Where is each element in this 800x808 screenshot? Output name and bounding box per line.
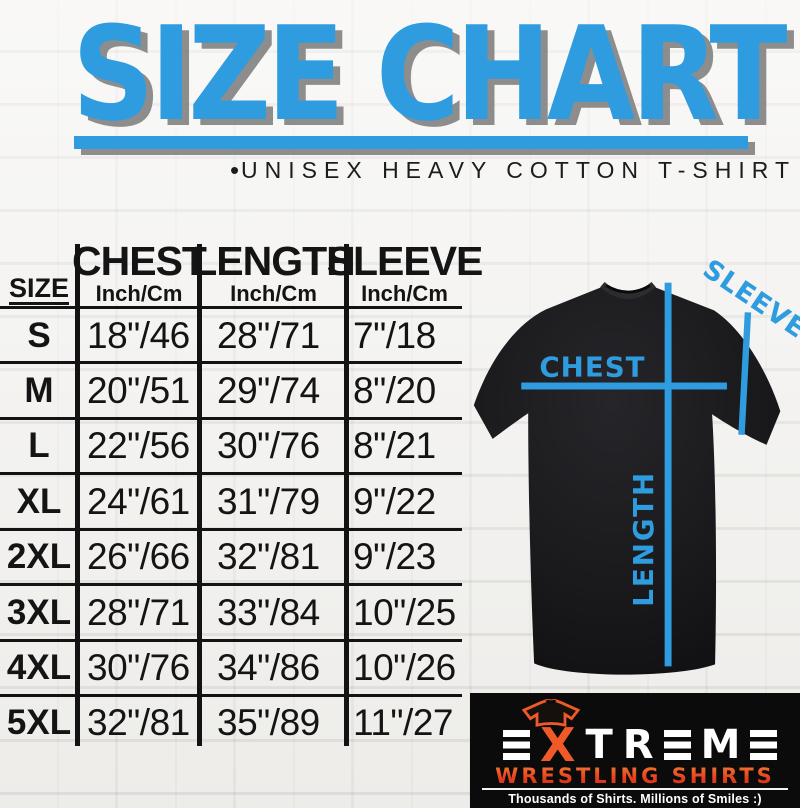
row-divider — [0, 417, 462, 420]
row-divider — [0, 361, 462, 364]
sleeve-cell: 10"/26 — [353, 647, 456, 689]
column-header-size-label: SIZE — [8, 273, 69, 305]
size-cell: 3XL — [6, 592, 72, 632]
letter-e-bars — [503, 730, 530, 760]
chest-label: CHEST — [539, 351, 645, 384]
length-cell: 34"/86 — [217, 647, 320, 689]
column-header-chest-units: Inch/Cm — [95, 281, 183, 306]
row-divider — [0, 528, 462, 531]
column-header-size: SIZE — [0, 240, 78, 308]
size-cell: S — [27, 315, 51, 355]
column-divider — [75, 244, 80, 746]
row-divider — [0, 306, 462, 309]
chest-cell: 24"/61 — [87, 480, 190, 522]
column-divider — [197, 244, 202, 746]
size-cell: 4XL — [6, 648, 72, 688]
length-cell: 31"/79 — [217, 480, 320, 522]
page-subtitle-text: UNISEX HEAVY COTTON T-SHIRT — [241, 157, 796, 183]
sleeve-cell: 10"/25 — [353, 591, 456, 633]
size-cell: M — [24, 371, 54, 411]
sleeve-cell: 8"/21 — [353, 425, 436, 467]
brand-divider — [482, 788, 788, 790]
column-header-length-units: Inch/Cm — [230, 281, 317, 306]
sleeve-cell: 8"/20 — [353, 370, 436, 412]
sleeve-measure-line — [738, 312, 752, 435]
column-divider — [344, 244, 349, 746]
title-underline — [74, 136, 748, 149]
tshirt-diagram-svg: CHEST LENGTH SLEEVE — [473, 254, 800, 675]
chest-cell: 28"/71 — [87, 591, 190, 633]
size-cell: 2XL — [6, 537, 72, 577]
letter-r: R — [622, 722, 654, 768]
size-cell: XL — [16, 481, 62, 521]
size-cell: L — [28, 426, 50, 466]
page-subtitle: •UNISEX HEAVY COTTON T-SHIRT — [230, 155, 796, 185]
sleeve-cell: 9"/23 — [353, 536, 436, 578]
length-cell: 30"/76 — [217, 425, 320, 467]
brand-line: WRESTLING SHIRTS — [470, 764, 800, 788]
length-cell: 28"/71 — [217, 314, 320, 356]
page-title: SIZE CHART — [72, 0, 788, 150]
letter-x: X — [540, 718, 576, 772]
letter-t: T — [585, 722, 613, 768]
length-cell: 29"/74 — [217, 370, 320, 412]
collar-icon — [600, 281, 656, 299]
chest-cell: 22"/56 — [87, 425, 190, 467]
size-table: SIZE CHEST Inch/Cm LENGTH Inch/Cm SLEEVE… — [0, 238, 484, 752]
column-header-sleeve: SLEEVE Inch/Cm — [326, 238, 484, 306]
column-header-sleeve-units: Inch/Cm — [361, 281, 448, 306]
tshirt-diagram: CHEST LENGTH SLEEVE — [465, 254, 800, 695]
letter-e-bars — [663, 730, 691, 760]
row-divider — [0, 583, 462, 586]
length-label: LENGTH — [627, 471, 660, 607]
column-header-chest: CHEST Inch/Cm — [72, 238, 207, 306]
sleeve-cell: 11"/27 — [353, 702, 453, 744]
row-divider — [0, 639, 462, 642]
chest-cell: 18"/46 — [87, 314, 190, 356]
chest-cell: 32"/81 — [87, 702, 190, 744]
length-cell: 33"/84 — [217, 591, 320, 633]
tee-icon — [521, 699, 581, 727]
chest-cell: 30"/76 — [87, 647, 190, 689]
letter-e-bars — [750, 730, 778, 760]
chest-cell: 20"/51 — [87, 370, 190, 412]
sleeve-cell: 7"/18 — [353, 314, 436, 356]
bullet-icon: • — [229, 155, 242, 185]
row-divider — [0, 694, 462, 697]
sleeve-cell: 9"/22 — [353, 480, 436, 522]
length-measure-line — [664, 282, 672, 667]
length-cell: 32"/81 — [217, 536, 320, 578]
size-cell: 5XL — [6, 703, 72, 743]
collar-inner-line — [605, 284, 651, 294]
chest-measure-line — [521, 382, 727, 390]
brand-tagline: Thousands of Shirts. Millions of Smiles … — [508, 792, 762, 806]
chest-cell: 26"/66 — [87, 536, 190, 578]
letter-m: M — [700, 722, 741, 768]
size-table-rows: S 18"/46 28"/71 7"/18 M 20"/51 29"/74 8"/20 L 22"… — [0, 308, 462, 751]
column-header-length: LENGTH Inch/Cm — [192, 238, 356, 306]
row-divider — [0, 472, 462, 475]
length-cell: 35"/89 — [217, 702, 320, 744]
